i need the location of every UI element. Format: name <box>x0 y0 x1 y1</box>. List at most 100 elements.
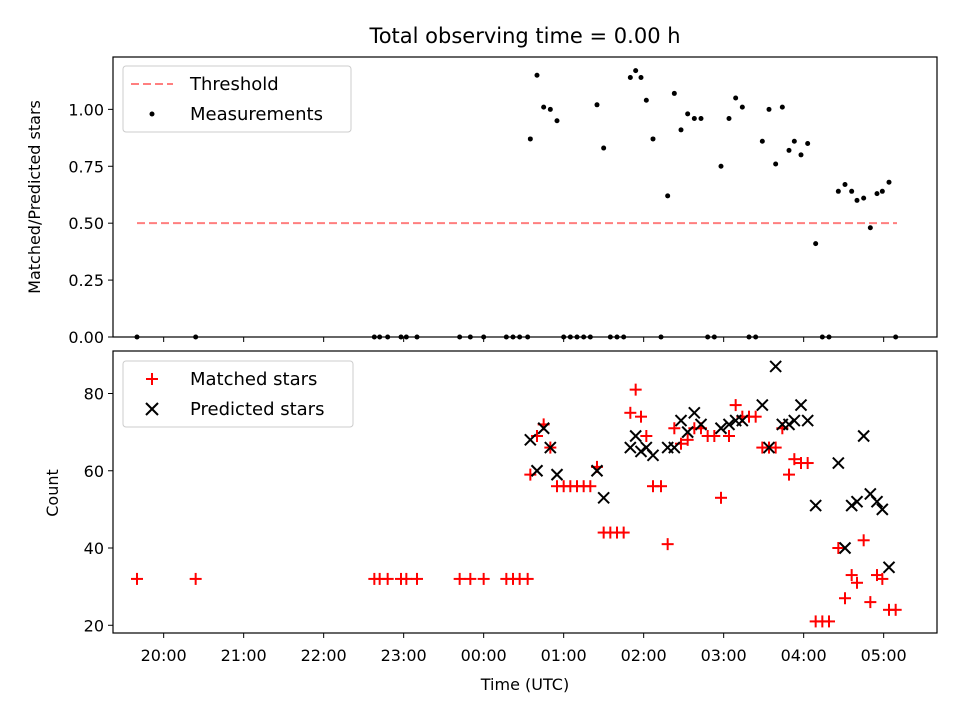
matched-point <box>715 491 727 504</box>
matched-point <box>889 603 902 616</box>
predicted-point <box>646 449 660 462</box>
measurement-point <box>398 334 404 340</box>
measurement-point <box>638 74 644 80</box>
measurement-point <box>587 334 593 340</box>
ratio-panel: Total observing time = 0.00 h 0.00 0.25 0.… <box>25 24 938 347</box>
measurement-point <box>813 241 819 247</box>
chart-title: Total observing time = 0.00 h <box>368 24 680 48</box>
ratio-y-axis: 0.00 0.25 0.50 0.75 1.00 <box>68 100 113 347</box>
measurement-point <box>773 161 779 167</box>
measurement-point <box>621 334 627 340</box>
predicted-point <box>845 499 858 512</box>
predicted-point <box>530 464 544 477</box>
measurement-point <box>726 115 732 121</box>
predicted-point <box>668 441 681 454</box>
matched-point <box>131 572 143 585</box>
matched-point <box>521 572 534 585</box>
measurement-point <box>601 145 607 151</box>
count-x-tick-label: 05:00 <box>861 646 907 665</box>
matched-point <box>629 383 642 396</box>
matched-point <box>617 526 630 539</box>
count-y-tick-label: 20 <box>84 616 104 635</box>
measurement-point <box>527 136 533 142</box>
measurement-point <box>753 334 759 340</box>
count-x-tick-label: 20:00 <box>141 646 187 665</box>
predicted-point <box>782 418 796 431</box>
measurement-point <box>842 181 848 187</box>
measurement-point <box>567 334 573 340</box>
measurement-point <box>554 118 560 124</box>
predicted-point <box>674 414 688 427</box>
measurement-point <box>867 225 873 231</box>
predicted-point <box>688 406 701 420</box>
matched-point <box>655 480 667 493</box>
predicted-point <box>714 422 728 435</box>
measurement-point <box>819 334 825 340</box>
matched-point <box>783 468 795 481</box>
predicted-point <box>838 541 852 555</box>
measurement-point <box>403 334 409 340</box>
ratio-y-tick-label: 1.00 <box>68 100 104 119</box>
matched-point <box>876 572 889 585</box>
measurement-point <box>385 334 391 340</box>
ratio-legend-box <box>122 65 352 133</box>
predicted-point <box>809 499 822 512</box>
predicted-point <box>882 561 896 574</box>
measurement-point <box>685 111 691 117</box>
predicted-point <box>590 464 604 477</box>
predicted-point <box>769 360 782 373</box>
count-x-axis: 20:00 21:00 22:00 23:00 00:00 01:00 02:00 03:00… <box>141 633 907 665</box>
measurement-point <box>671 90 677 96</box>
ratio-y-tick-label: 0.75 <box>68 157 104 176</box>
predicted-point <box>762 441 776 454</box>
predicted-point <box>857 429 870 443</box>
ratio-legend: Threshold Measurements <box>122 65 352 133</box>
matched-point <box>857 534 870 547</box>
matched-point <box>189 572 202 585</box>
predicted-point <box>537 422 550 435</box>
matched-points <box>131 383 902 628</box>
threshold-legend-label: Threshold <box>189 74 279 95</box>
matched-point <box>381 572 394 585</box>
matched-point <box>640 429 653 442</box>
count-x-tick-label: 04:00 <box>781 646 827 665</box>
predicted-legend-label: Predicted stars <box>190 399 324 420</box>
measurement-point <box>698 115 704 121</box>
matched-point <box>708 429 721 442</box>
measurement-point <box>849 188 855 194</box>
measurement-point <box>705 334 711 340</box>
count-legend: Matched stars Predicted stars <box>122 360 354 428</box>
ratio-plot-frame <box>112 56 938 338</box>
predicted-point <box>801 414 814 427</box>
measurement-point <box>650 136 656 142</box>
predicted-legend-swatch <box>145 402 159 416</box>
predicted-point <box>634 445 648 458</box>
measurement-point <box>517 334 523 340</box>
predicted-point <box>876 503 889 516</box>
matched-point <box>400 572 413 585</box>
predicted-point <box>788 414 801 427</box>
count-y-tick-label: 80 <box>84 384 104 403</box>
count-plot-frame <box>112 350 938 634</box>
ratio-y-tick-label: 0.00 <box>68 328 104 347</box>
predicted-point <box>624 441 637 454</box>
count-x-tick-label: 01:00 <box>541 646 587 665</box>
measurement-point <box>874 191 880 197</box>
measurement-point <box>561 334 567 340</box>
measurement-point <box>614 334 620 340</box>
measurement-point <box>633 68 639 74</box>
measurement-point <box>711 334 717 340</box>
measurement-point <box>607 334 613 340</box>
predicted-point <box>756 398 769 412</box>
count-x-tick-label: 22:00 <box>301 646 347 665</box>
measurement-point <box>377 334 383 340</box>
measurement-point <box>134 334 140 340</box>
measurement-point <box>467 334 473 340</box>
ratio-y-tick-label: 0.25 <box>68 271 104 290</box>
measurements-legend-swatch <box>149 111 155 117</box>
measurement-point <box>854 197 860 203</box>
matched-point <box>453 572 466 585</box>
measurement-point <box>534 72 540 78</box>
predicted-points <box>524 360 896 574</box>
